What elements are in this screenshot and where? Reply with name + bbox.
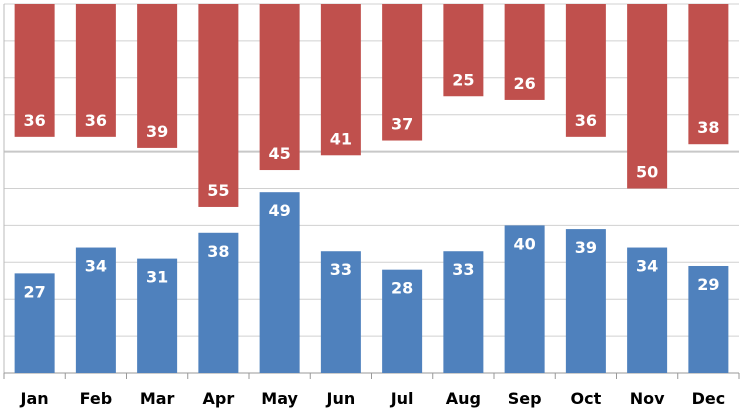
bar-s1-dec	[688, 265, 729, 373]
bar-s1-apr	[198, 232, 239, 373]
x-tick-label: May	[261, 389, 298, 408]
bar-s2-feb	[75, 4, 116, 137]
data-label: 50	[636, 163, 658, 182]
x-tick-label: Jun	[326, 389, 356, 408]
x-tick-label: Nov	[630, 389, 665, 408]
x-tick-label: Oct	[571, 389, 602, 408]
data-label: 55	[207, 181, 229, 200]
bar-s2-jun	[320, 4, 361, 156]
x-tick-label: Jan	[20, 389, 49, 408]
bar-s2-nov	[627, 4, 668, 189]
bar-s1-aug	[443, 251, 484, 373]
data-label: 31	[146, 268, 168, 287]
bar-s1-may	[259, 192, 300, 373]
data-label: 33	[330, 260, 352, 279]
x-tick-label: Sep	[508, 389, 542, 408]
data-label: 36	[85, 111, 107, 130]
data-label: 38	[207, 242, 229, 261]
data-label: 33	[452, 260, 474, 279]
bar-s2-dec	[688, 4, 729, 145]
bar-s1-jan	[14, 273, 55, 373]
bar-s2-jul	[382, 4, 423, 141]
x-tick-label: Dec	[692, 389, 726, 408]
data-label: 36	[23, 111, 45, 130]
bar-s2-mar	[137, 4, 178, 148]
bar-s1-feb	[75, 247, 116, 373]
data-label: 40	[513, 234, 535, 253]
data-label: 36	[575, 111, 597, 130]
bar-s1-oct	[565, 229, 606, 373]
data-label: 37	[391, 115, 413, 134]
x-tick-label: Mar	[140, 389, 175, 408]
x-tick-label: Feb	[80, 389, 113, 408]
data-label: 34	[636, 257, 658, 276]
bar-s1-jul	[382, 269, 423, 373]
data-label: 27	[23, 282, 45, 301]
data-label: 38	[697, 118, 719, 137]
data-label: 26	[513, 74, 535, 93]
bar-s1-mar	[137, 258, 178, 373]
bar-s2-oct	[565, 4, 606, 137]
data-label: 49	[268, 201, 290, 220]
data-label: 45	[268, 144, 290, 163]
bar-s1-jun	[320, 251, 361, 373]
x-tick-label: Apr	[203, 389, 235, 408]
bar-s2-sep	[504, 4, 545, 100]
data-label: 41	[330, 129, 352, 148]
x-tick-label: Aug	[446, 389, 481, 408]
data-label: 39	[575, 238, 597, 257]
bar-s2-may	[259, 4, 300, 171]
data-label: 34	[85, 257, 107, 276]
bar-s2-apr	[198, 4, 239, 207]
data-label: 25	[452, 70, 474, 89]
data-label: 39	[146, 122, 168, 141]
bar-s1-nov	[627, 247, 668, 373]
bar-s2-aug	[443, 4, 484, 97]
x-tick-label: Jul	[390, 389, 414, 408]
bar-s1-sep	[504, 225, 545, 373]
data-label: 29	[697, 275, 719, 294]
data-label: 28	[391, 279, 413, 298]
bar-s2-jan	[14, 4, 55, 137]
